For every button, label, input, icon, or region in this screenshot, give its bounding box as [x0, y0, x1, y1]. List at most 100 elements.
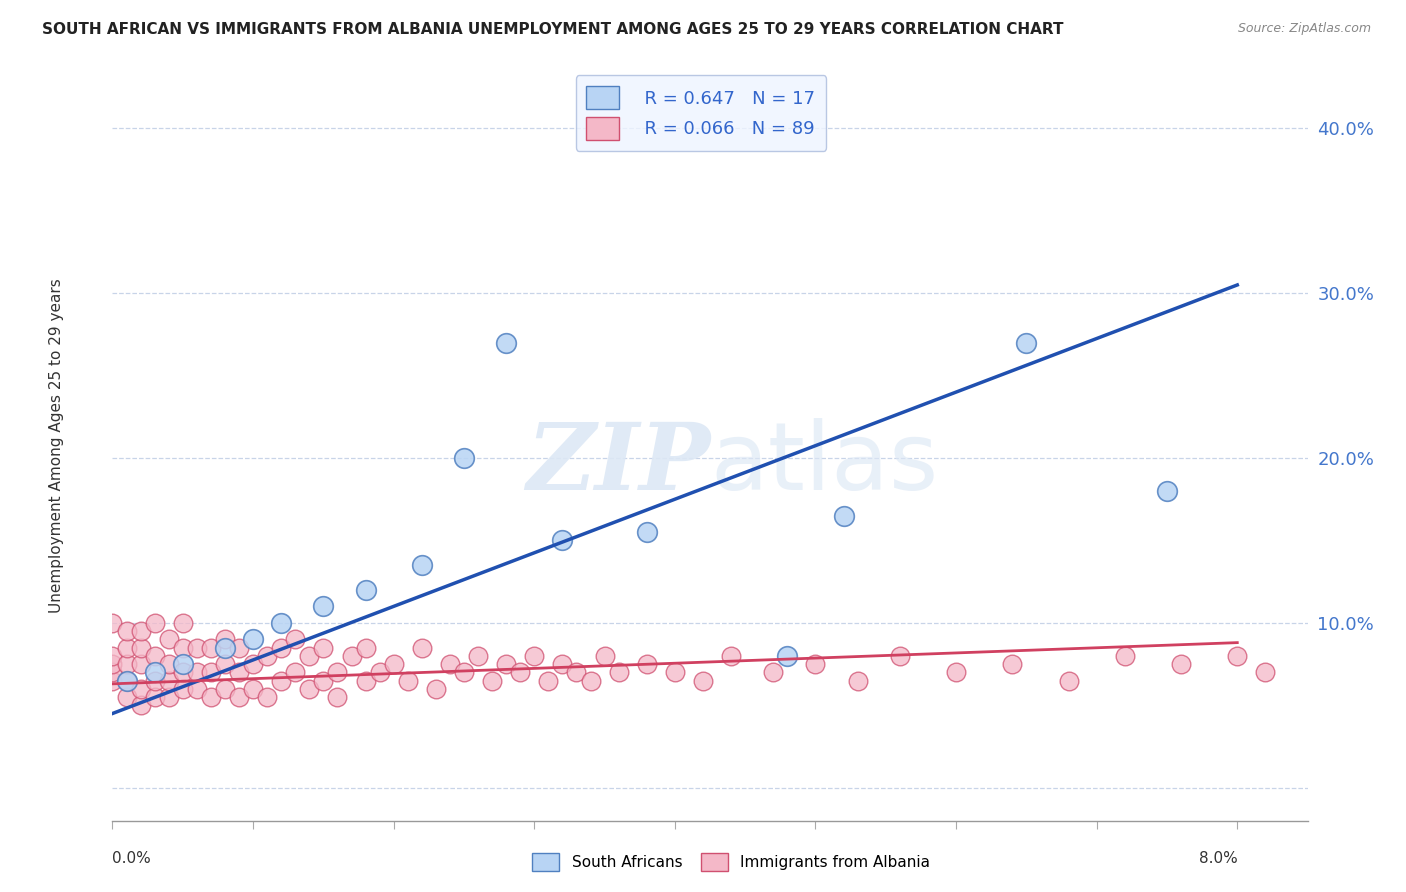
Point	[115, 673, 138, 688]
Point	[636, 657, 658, 671]
Point	[129, 657, 152, 671]
Point	[101, 648, 124, 663]
Point	[467, 648, 489, 663]
Point	[495, 335, 517, 350]
Point	[551, 533, 574, 548]
Point	[495, 657, 517, 671]
Text: atlas: atlas	[710, 418, 938, 510]
Point	[200, 640, 222, 655]
Point	[228, 640, 250, 655]
Point	[945, 665, 967, 680]
Point	[214, 657, 236, 671]
Point	[129, 640, 152, 655]
Text: Source: ZipAtlas.com: Source: ZipAtlas.com	[1237, 22, 1371, 36]
Point	[481, 673, 503, 688]
Point	[312, 640, 335, 655]
Point	[298, 681, 321, 696]
Point	[889, 648, 911, 663]
Point	[1015, 335, 1038, 350]
Point	[326, 690, 349, 704]
Point	[636, 525, 658, 540]
Point	[115, 657, 138, 671]
Point	[846, 673, 869, 688]
Point	[354, 673, 377, 688]
Point	[312, 673, 335, 688]
Point	[762, 665, 785, 680]
Point	[228, 665, 250, 680]
Point	[312, 599, 335, 614]
Point	[186, 681, 208, 696]
Point	[1114, 648, 1136, 663]
Point	[298, 648, 321, 663]
Point	[172, 640, 194, 655]
Point	[143, 665, 166, 680]
Point	[340, 648, 363, 663]
Point	[1226, 648, 1249, 663]
Legend:   R = 0.647   N = 17,   R = 0.066   N = 89: R = 0.647 N = 17, R = 0.066 N = 89	[575, 75, 827, 151]
Point	[186, 640, 208, 655]
Point	[354, 640, 377, 655]
Point	[228, 690, 250, 704]
Point	[692, 673, 714, 688]
Point	[537, 673, 560, 688]
Point	[523, 648, 546, 663]
Point	[172, 681, 194, 696]
Point	[396, 673, 419, 688]
Point	[776, 648, 799, 663]
Point	[129, 624, 152, 639]
Point	[200, 665, 222, 680]
Point	[832, 508, 855, 523]
Point	[804, 657, 827, 671]
Point	[115, 673, 138, 688]
Point	[256, 690, 278, 704]
Point	[664, 665, 686, 680]
Text: ZIP: ZIP	[526, 419, 710, 509]
Point	[172, 657, 194, 671]
Point	[411, 640, 433, 655]
Point	[354, 582, 377, 597]
Point	[115, 624, 138, 639]
Point	[284, 632, 307, 647]
Point	[115, 690, 138, 704]
Point	[551, 657, 574, 671]
Point	[453, 450, 475, 465]
Point	[579, 673, 602, 688]
Point	[129, 681, 152, 696]
Text: Unemployment Among Ages 25 to 29 years: Unemployment Among Ages 25 to 29 years	[49, 278, 63, 614]
Point	[1254, 665, 1277, 680]
Legend: South Africans, Immigrants from Albania: South Africans, Immigrants from Albania	[526, 847, 936, 877]
Point	[157, 690, 180, 704]
Point	[129, 698, 152, 713]
Point	[720, 648, 742, 663]
Point	[172, 615, 194, 630]
Point	[565, 665, 588, 680]
Point	[368, 665, 391, 680]
Point	[200, 690, 222, 704]
Point	[284, 665, 307, 680]
Point	[214, 632, 236, 647]
Point	[439, 657, 461, 671]
Point	[214, 640, 236, 655]
Point	[593, 648, 616, 663]
Point	[607, 665, 630, 680]
Point	[101, 665, 124, 680]
Point	[1170, 657, 1192, 671]
Point	[101, 657, 124, 671]
Point	[143, 673, 166, 688]
Point	[425, 681, 447, 696]
Point	[101, 615, 124, 630]
Point	[157, 632, 180, 647]
Point	[242, 681, 264, 696]
Text: 8.0%: 8.0%	[1198, 851, 1237, 866]
Point	[172, 665, 194, 680]
Point	[143, 615, 166, 630]
Point	[101, 673, 124, 688]
Point	[270, 673, 292, 688]
Point	[270, 640, 292, 655]
Point	[143, 648, 166, 663]
Point	[509, 665, 531, 680]
Point	[256, 648, 278, 663]
Point	[214, 681, 236, 696]
Point	[1001, 657, 1024, 671]
Point	[326, 665, 349, 680]
